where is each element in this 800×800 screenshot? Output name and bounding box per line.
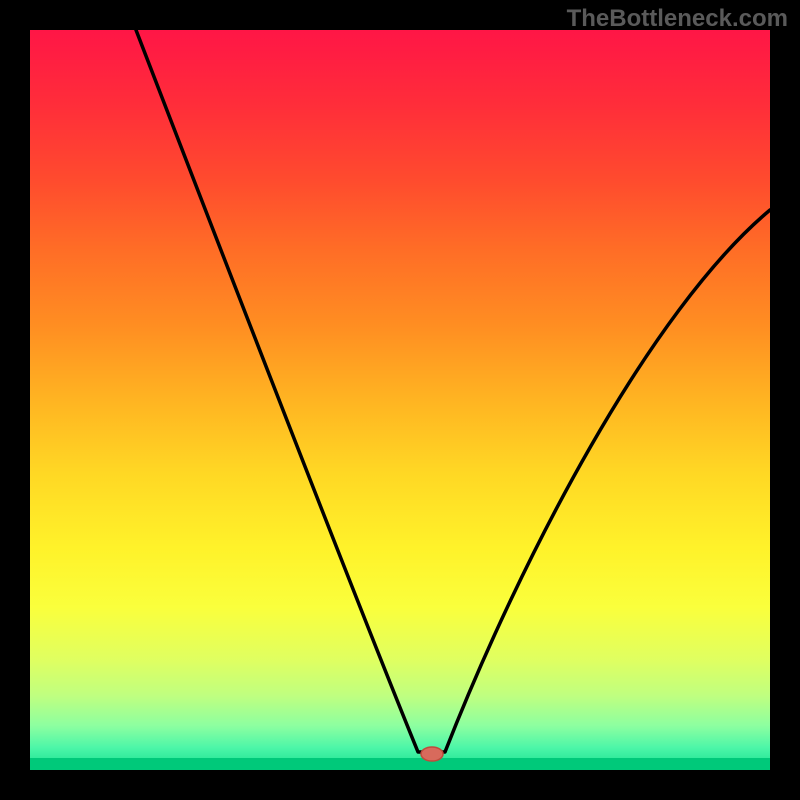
bottleneck-chart: TheBottleneck.com <box>0 0 800 800</box>
current-position-marker <box>421 747 443 761</box>
bottom-green-strip <box>30 758 770 770</box>
watermark-text: TheBottleneck.com <box>567 5 788 32</box>
plot-background-gradient <box>30 30 770 770</box>
